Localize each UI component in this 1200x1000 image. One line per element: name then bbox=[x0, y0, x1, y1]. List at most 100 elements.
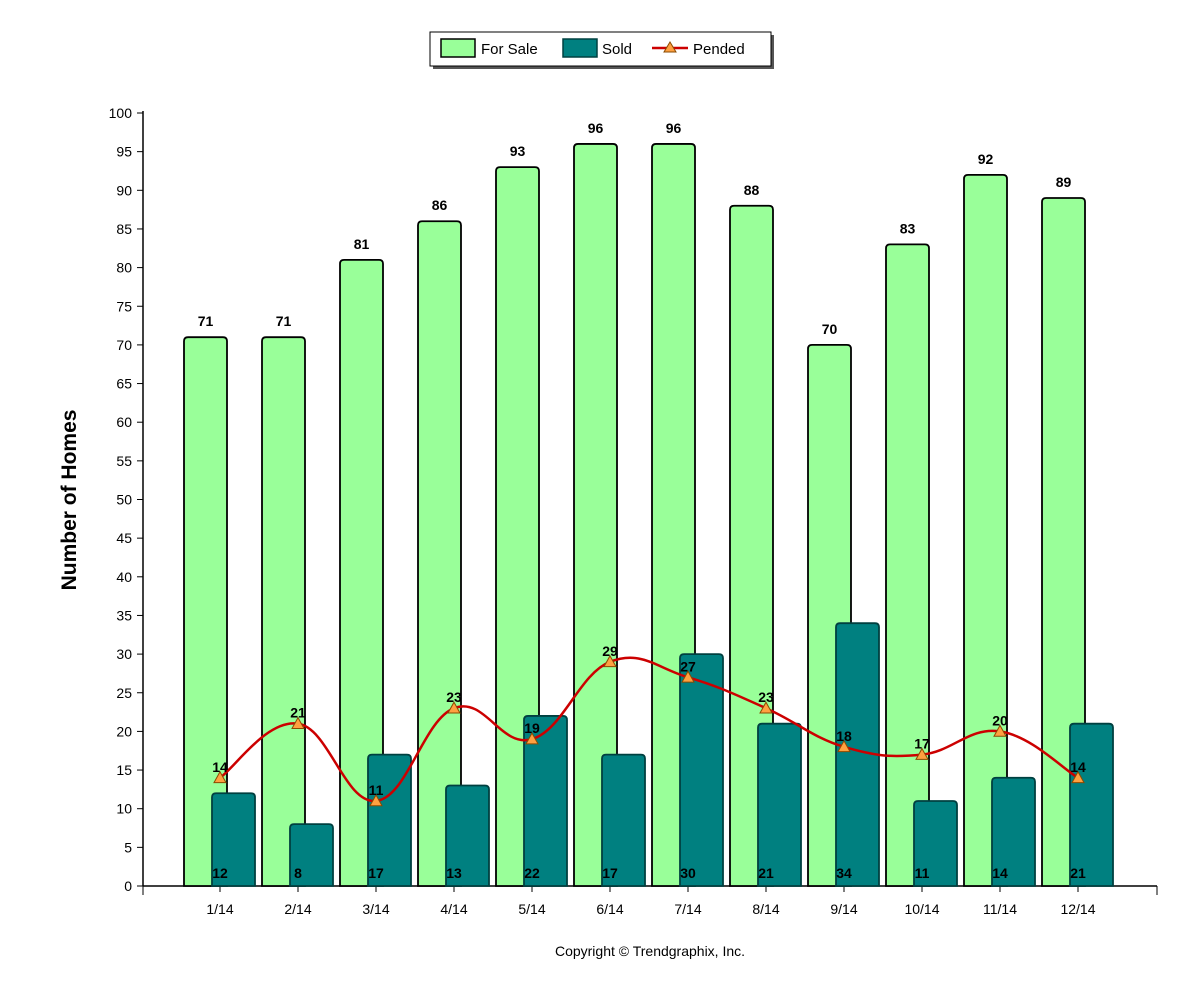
y-tick-label: 75 bbox=[116, 298, 132, 314]
data-label-pended: 23 bbox=[446, 689, 462, 705]
data-label-sold: 14 bbox=[992, 865, 1008, 881]
x-tick-label: 9/14 bbox=[830, 901, 857, 917]
y-tick-label: 50 bbox=[116, 492, 132, 508]
bar-sold bbox=[1069, 722, 1114, 887]
data-label-sold: 34 bbox=[836, 865, 852, 881]
bar-sold bbox=[445, 784, 490, 887]
data-label-pended: 19 bbox=[524, 720, 540, 736]
pended-marker bbox=[291, 716, 305, 729]
pended-marker bbox=[369, 793, 383, 807]
x-tick-label: 8/14 bbox=[752, 901, 779, 917]
bar-sold bbox=[367, 753, 412, 887]
y-tick-label: 80 bbox=[116, 260, 132, 276]
data-label-for-sale: 71 bbox=[198, 313, 214, 329]
legend-swatch-for-sale bbox=[440, 38, 476, 58]
bar-sold bbox=[835, 622, 880, 887]
bar-for-sale bbox=[495, 166, 540, 887]
data-label-for-sale: 83 bbox=[900, 220, 916, 236]
y-tick-label: 10 bbox=[116, 801, 132, 817]
y-tick-label: 30 bbox=[116, 646, 132, 662]
y-tick-label: 0 bbox=[124, 878, 132, 894]
data-labels: 71 12 71 8 81 17 86 13 93 22 96 17 96 30 88 21 70 34 83 11 9… bbox=[198, 120, 1086, 881]
legend-label-for-sale: For Sale bbox=[481, 41, 538, 58]
x-tick-label: 12/14 bbox=[1060, 901, 1095, 917]
data-label-for-sale: 86 bbox=[432, 197, 448, 213]
y-tick-label: 20 bbox=[116, 723, 132, 739]
pended-line bbox=[213, 654, 1085, 807]
y-tick-label: 95 bbox=[116, 144, 132, 160]
bar-sold bbox=[757, 722, 802, 887]
data-label-sold: 21 bbox=[758, 865, 774, 881]
legend-box bbox=[429, 31, 772, 67]
pended-marker bbox=[915, 747, 929, 760]
bar-for-sale bbox=[1041, 197, 1086, 887]
data-label-pended: 29 bbox=[602, 643, 618, 659]
x-tick-label: 7/14 bbox=[674, 901, 701, 917]
pended-marker bbox=[1071, 770, 1085, 784]
y-axis: 0 5 10 15 20 25 30 35 40 45 50 55 60 65 70 75 80 85 90 95 10… bbox=[109, 105, 144, 894]
data-label-pended: 20 bbox=[992, 712, 1008, 728]
data-label-for-sale: 92 bbox=[978, 151, 994, 167]
bar-sold bbox=[211, 792, 256, 887]
bar-for-sale bbox=[963, 173, 1008, 887]
legend-label-sold: Sold bbox=[602, 41, 632, 58]
y-tick-label: 90 bbox=[116, 182, 132, 198]
x-tick-label: 3/14 bbox=[362, 901, 389, 917]
data-label-pended: 17 bbox=[914, 736, 930, 752]
legend-label-pended: Pended bbox=[693, 41, 745, 58]
x-tick-label: 11/14 bbox=[983, 901, 1017, 917]
data-label-pended: 14 bbox=[212, 759, 228, 775]
x-tick-label: 10/14 bbox=[904, 901, 939, 917]
data-label-for-sale: 89 bbox=[1056, 174, 1072, 190]
data-label-sold: 8 bbox=[294, 865, 302, 881]
data-label-for-sale: 70 bbox=[822, 321, 838, 337]
x-tick-label: 4/14 bbox=[440, 901, 467, 917]
bar-sold bbox=[913, 800, 958, 887]
data-label-sold: 17 bbox=[368, 865, 384, 881]
y-tick-label: 65 bbox=[116, 376, 132, 392]
bar-for-sale bbox=[573, 143, 618, 887]
bar-sold bbox=[991, 776, 1036, 887]
y-tick-label: 5 bbox=[124, 839, 132, 855]
data-label-pended: 27 bbox=[680, 658, 696, 674]
x-axis: 1/14 2/14 3/14 4/14 5/14 6/14 7/14 8/14 9/14 10/1… bbox=[142, 885, 1158, 917]
data-label-sold: 17 bbox=[602, 865, 618, 881]
data-label-for-sale: 81 bbox=[354, 236, 370, 252]
data-label-sold: 11 bbox=[915, 865, 930, 881]
data-label-pended: 18 bbox=[836, 728, 852, 744]
data-label-for-sale: 88 bbox=[744, 182, 760, 198]
y-axis-title: Number of Homes bbox=[58, 410, 81, 591]
data-label-pended: 14 bbox=[1070, 759, 1086, 775]
bar-sold bbox=[601, 753, 646, 887]
data-label-sold: 30 bbox=[680, 865, 696, 881]
pended-marker bbox=[213, 770, 227, 784]
bar-for-sale bbox=[729, 204, 774, 887]
pended-marker bbox=[525, 732, 539, 745]
bar-for-sale bbox=[183, 336, 228, 887]
data-label-sold: 13 bbox=[446, 865, 462, 881]
y-tick-label: 25 bbox=[116, 685, 132, 701]
bar-for-sale bbox=[885, 243, 930, 887]
bar-sold bbox=[289, 823, 334, 887]
pended-marker bbox=[993, 724, 1007, 737]
data-label-pended: 23 bbox=[758, 689, 774, 705]
bars bbox=[183, 143, 1114, 887]
pended-marker bbox=[681, 670, 695, 683]
bar-for-sale bbox=[417, 220, 462, 887]
y-tick-label: 45 bbox=[116, 530, 132, 546]
data-label-for-sale: 96 bbox=[666, 120, 682, 136]
legend-swatch-pended-marker bbox=[663, 41, 677, 53]
bar-for-sale bbox=[261, 336, 306, 887]
data-label-sold: 21 bbox=[1070, 865, 1086, 881]
bar-for-sale bbox=[339, 258, 384, 887]
y-tick-label: 35 bbox=[116, 607, 132, 623]
bar-sold bbox=[679, 653, 724, 887]
y-tick-label: 70 bbox=[116, 337, 132, 353]
pended-marker bbox=[447, 701, 461, 714]
y-tick-label: 15 bbox=[116, 762, 132, 778]
data-label-pended: 11 bbox=[369, 782, 384, 798]
x-tick-label: 5/14 bbox=[518, 901, 545, 917]
data-label-sold: 22 bbox=[524, 865, 540, 881]
legend-swatch-sold bbox=[562, 38, 598, 58]
